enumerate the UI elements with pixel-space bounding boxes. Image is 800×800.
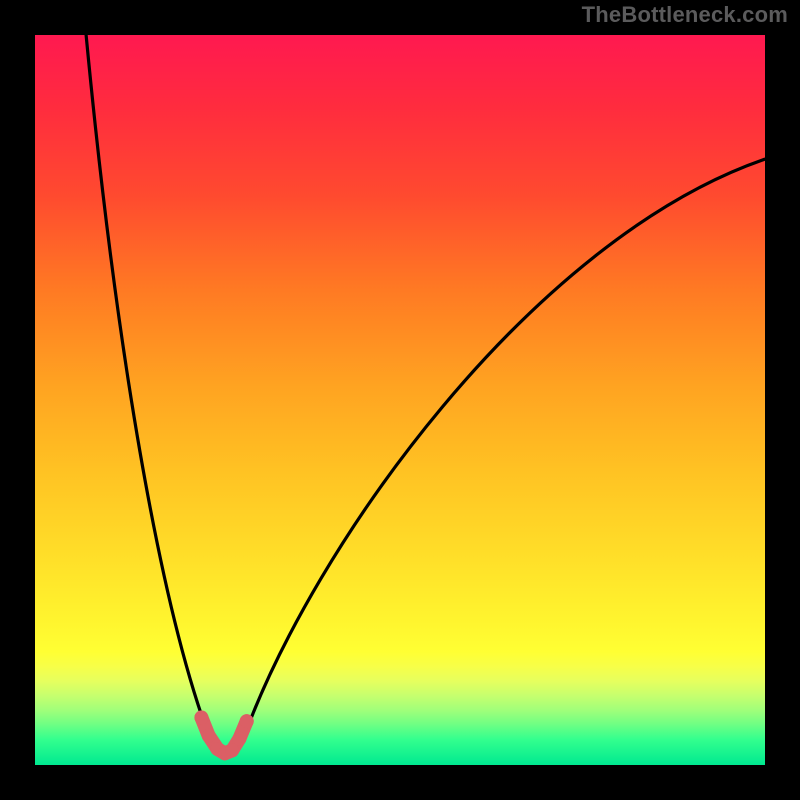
- watermark-text: TheBottleneck.com: [582, 2, 788, 28]
- plot-background: [35, 35, 765, 765]
- bottleneck-chart: [0, 0, 800, 800]
